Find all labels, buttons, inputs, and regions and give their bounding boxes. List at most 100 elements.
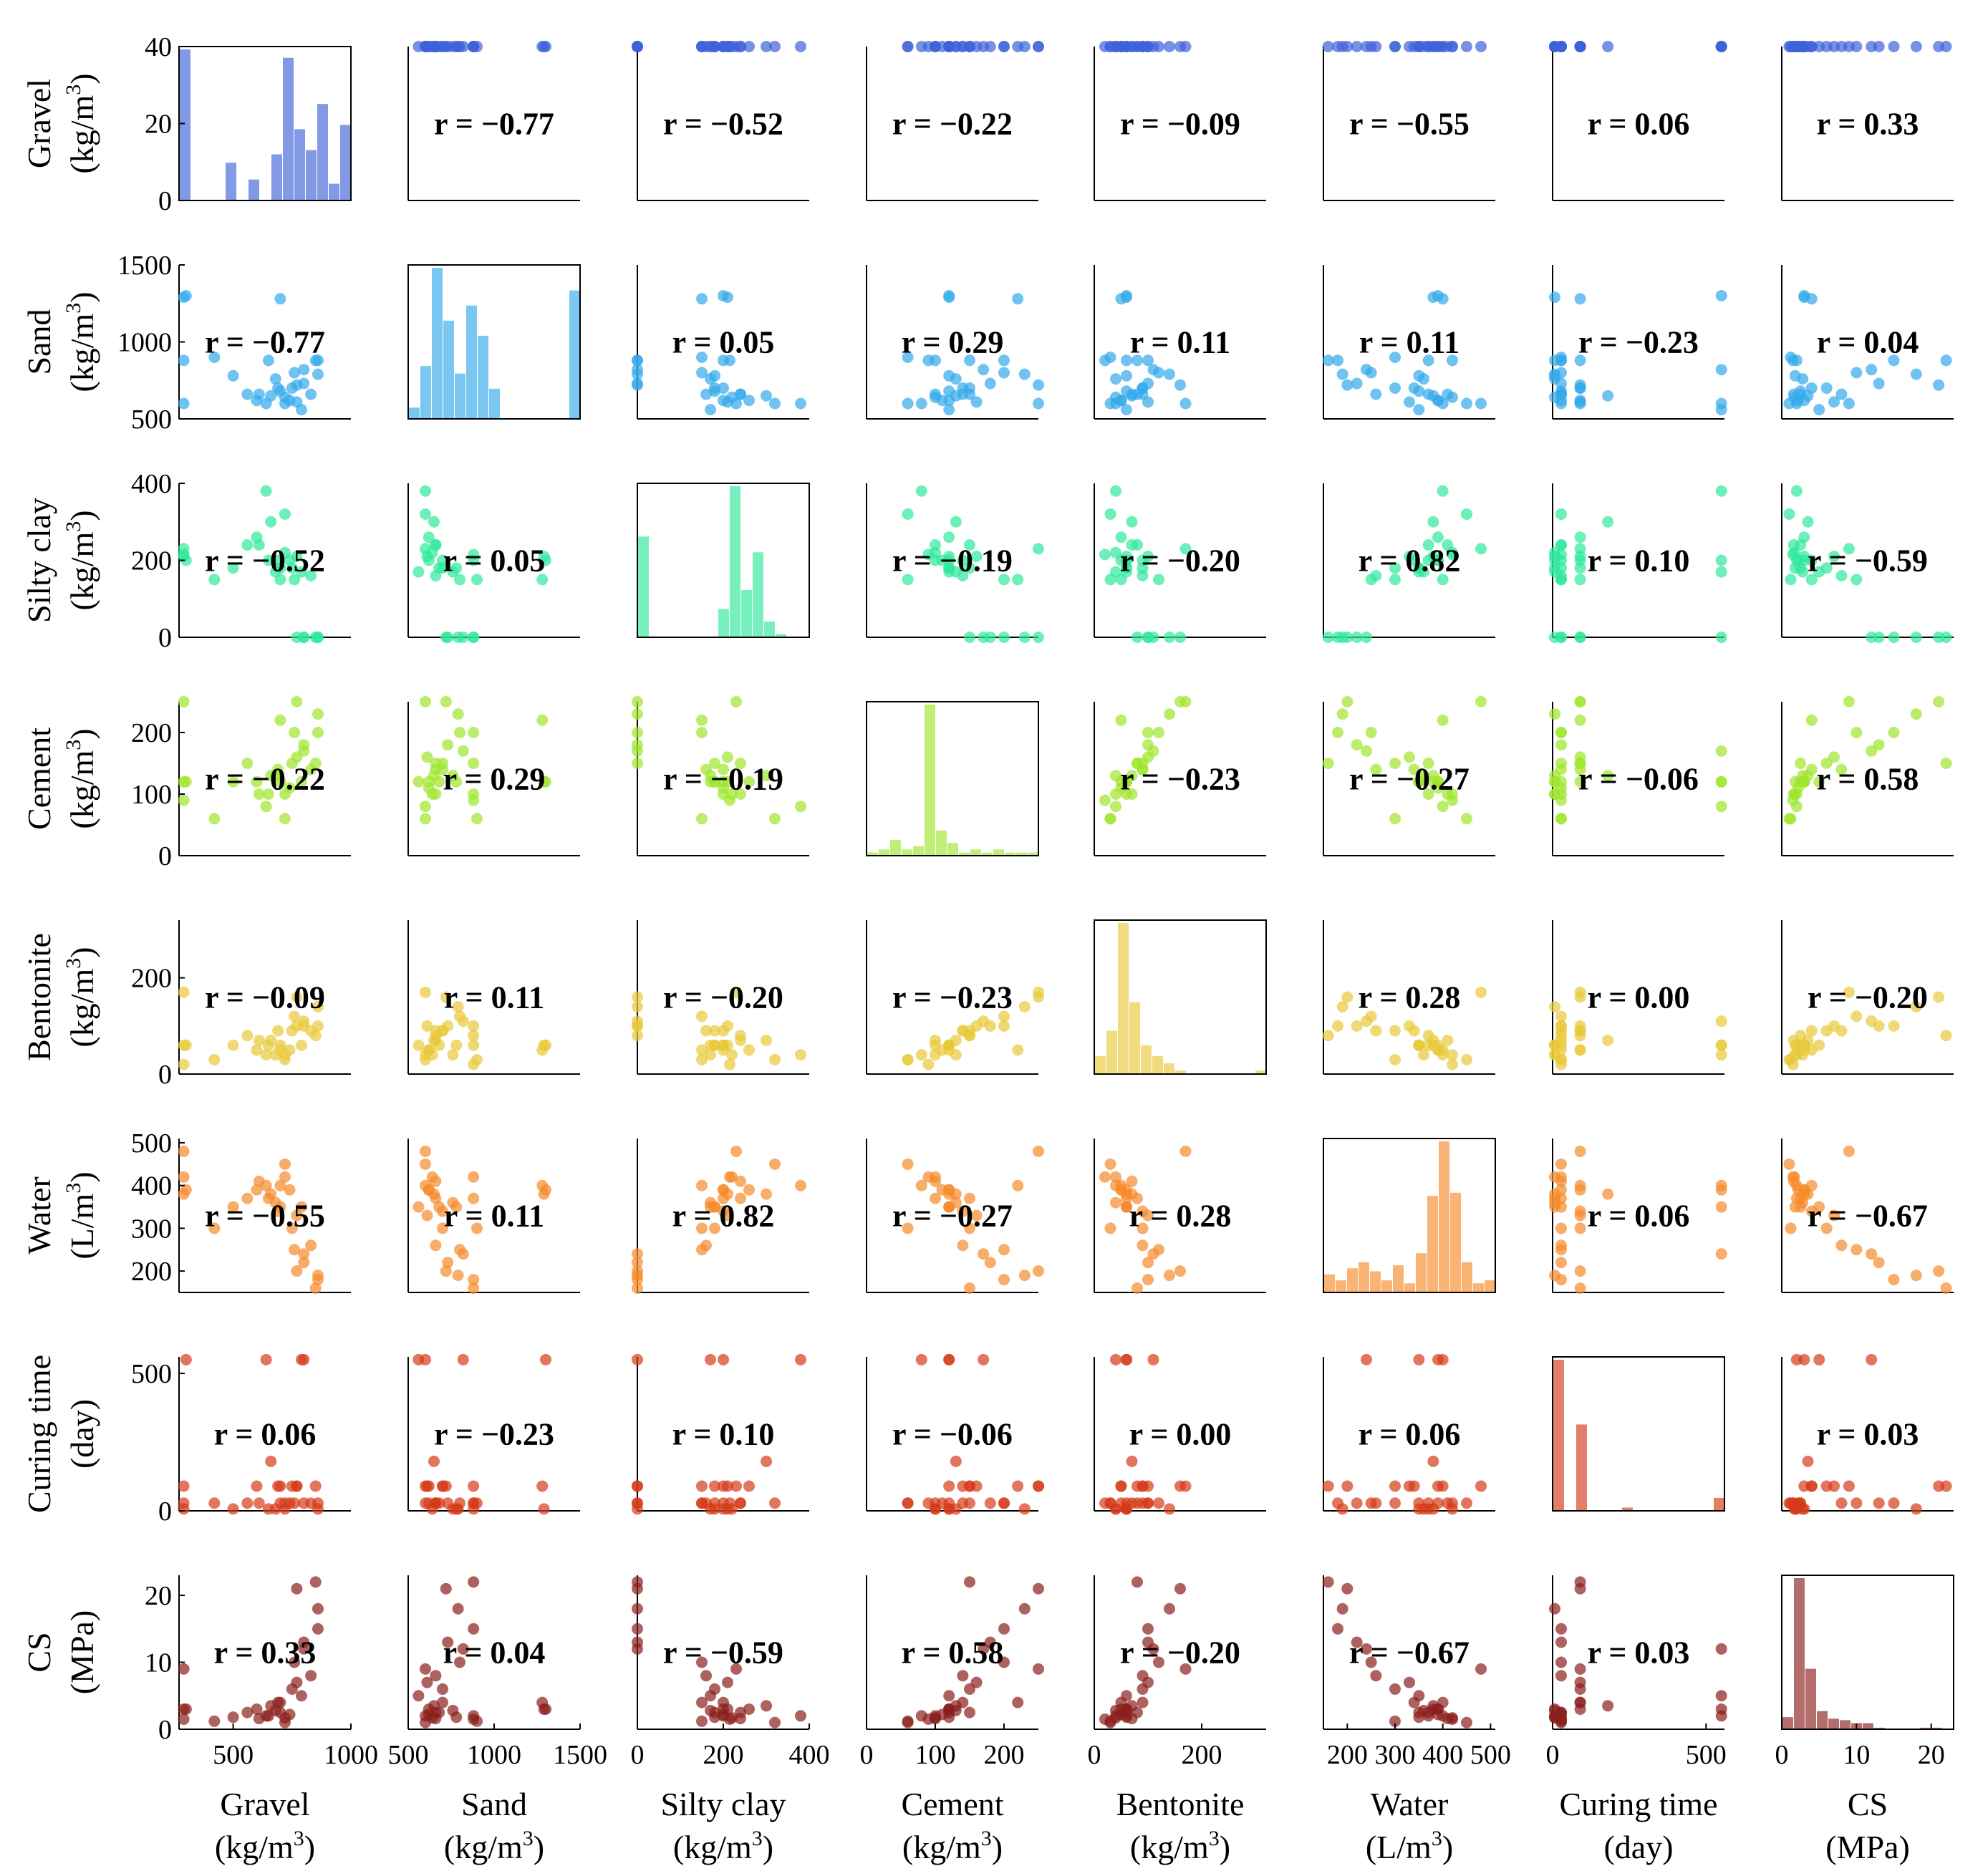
- unit-close: ): [304, 1829, 315, 1865]
- data-point: [998, 632, 1010, 643]
- data-point: [279, 508, 291, 520]
- unit-text: (MPa): [1825, 1829, 1910, 1865]
- y-var-name: Gravel: [21, 79, 57, 168]
- data-point: [241, 1497, 254, 1509]
- unit-close: ): [64, 291, 100, 302]
- hist-bar: [1553, 1360, 1564, 1511]
- cells-layer: 0 20 40 r = −0.77 r = −0.52 r = −0.22 r = −0.0…: [117, 32, 1954, 1770]
- data-point: [420, 1145, 431, 1157]
- data-point: [696, 714, 708, 726]
- cell-sand-vs-cs: r = 0.04: [1781, 265, 1954, 420]
- data-point: [291, 551, 303, 563]
- r-label: r = 0.11: [1130, 325, 1230, 360]
- y-tick-label: 10: [145, 1648, 172, 1678]
- data-point: [289, 367, 301, 379]
- data-point: [915, 1710, 927, 1722]
- data-point: [447, 566, 459, 578]
- data-point: [1389, 1053, 1401, 1065]
- hist-frame: [866, 701, 1039, 856]
- unit-superscript: 3: [62, 1183, 85, 1194]
- data-point: [1361, 41, 1372, 52]
- r-label: r = −0.09: [205, 980, 325, 1015]
- data-point: [730, 1480, 742, 1492]
- data-point: [298, 632, 310, 643]
- data-point: [718, 290, 729, 301]
- hist-bar: [1805, 1668, 1816, 1729]
- data-point: [227, 1711, 239, 1724]
- data-point: [943, 1039, 955, 1051]
- data-point: [1174, 696, 1186, 707]
- data-point: [1164, 41, 1175, 52]
- hist-bar: [317, 104, 328, 200]
- data-point: [1126, 516, 1138, 528]
- data-point: [1389, 41, 1401, 52]
- data-point: [430, 1025, 442, 1037]
- hist-bar: [1175, 1070, 1186, 1074]
- data-point: [1432, 531, 1444, 543]
- data-point: [795, 1710, 806, 1722]
- data-point: [274, 1480, 286, 1492]
- data-point: [709, 1025, 720, 1037]
- data-point: [1828, 551, 1840, 563]
- data-point: [943, 1353, 955, 1365]
- y-tick-label: 0: [158, 1715, 172, 1745]
- data-point: [279, 1497, 291, 1509]
- data-point: [769, 813, 781, 825]
- data-point: [970, 1209, 983, 1222]
- cell-bentonite-vs-curing: r = 0.00: [1549, 920, 1727, 1075]
- data-point: [468, 1710, 480, 1722]
- data-point: [1126, 388, 1138, 400]
- data-point: [1888, 727, 1900, 738]
- data-point: [430, 1670, 442, 1682]
- data-point: [274, 714, 286, 726]
- data-point: [468, 554, 480, 566]
- data-point: [726, 1503, 738, 1515]
- data-point: [420, 1158, 431, 1170]
- data-point: [471, 813, 483, 825]
- data-point: [735, 1192, 746, 1204]
- data-point: [1910, 708, 1922, 720]
- y-var-unit: (kg/m3): [62, 291, 100, 392]
- data-point: [312, 1602, 324, 1615]
- hist-bar: [947, 843, 958, 856]
- data-point: [1422, 758, 1434, 769]
- data-point: [227, 1201, 239, 1213]
- data-point: [468, 1020, 480, 1032]
- data-point: [1110, 1704, 1121, 1716]
- data-point: [312, 632, 324, 643]
- data-point: [1940, 41, 1952, 52]
- unit-superscript: 3: [1209, 1827, 1220, 1850]
- data-point: [1813, 566, 1825, 578]
- data-point: [1370, 1025, 1382, 1037]
- hist-bar: [294, 129, 305, 200]
- r-label: r = −0.09: [1120, 107, 1240, 142]
- hist-bar: [1714, 1497, 1724, 1511]
- data-point: [421, 41, 433, 52]
- data-point: [1322, 632, 1334, 643]
- data-point: [632, 745, 643, 757]
- data-point: [1574, 1676, 1586, 1688]
- data-point: [291, 396, 303, 408]
- data-point: [632, 354, 643, 367]
- data-point: [1126, 1175, 1138, 1187]
- data-point: [265, 1455, 277, 1467]
- data-point: [1110, 1353, 1121, 1365]
- r-label: r = 0.29: [443, 762, 546, 797]
- data-point: [709, 758, 720, 769]
- data-point: [943, 554, 955, 566]
- y-tick-label: 500: [131, 1359, 172, 1389]
- data-point: [291, 1676, 303, 1688]
- data-point: [696, 1044, 708, 1056]
- data-point: [696, 41, 708, 52]
- hist-bar: [283, 57, 294, 200]
- data-point: [1121, 554, 1132, 566]
- data-point: [1574, 551, 1586, 563]
- hist-bar: [890, 840, 901, 856]
- data-point: [1549, 1192, 1560, 1204]
- data-point: [227, 775, 239, 788]
- data-point: [1602, 516, 1614, 528]
- y-tick-label: 500: [131, 1128, 172, 1159]
- cell-curing-vs-sand: r = −0.23: [407, 1353, 580, 1515]
- data-point: [1940, 758, 1952, 769]
- data-point: [726, 788, 738, 800]
